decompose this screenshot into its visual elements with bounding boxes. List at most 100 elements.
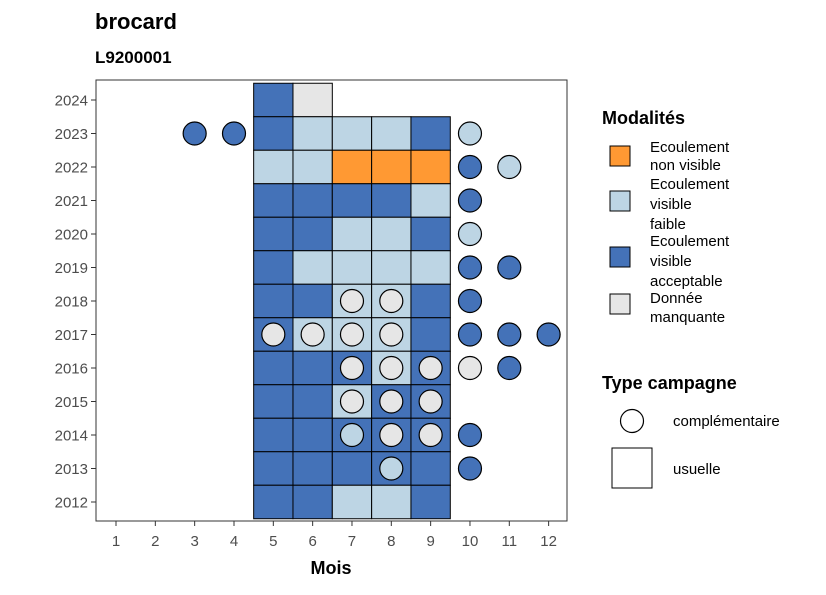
cell-2016-5: [253, 350, 294, 386]
cell-2012-9: [410, 484, 451, 520]
legend-label-complementaire: complémentaire: [673, 413, 780, 430]
cell-2021-7: [331, 183, 373, 218]
cell-2021-8: [371, 183, 412, 218]
cell-2020-8: [371, 216, 412, 252]
cell-2022-9: [410, 149, 451, 185]
legend-key-vf: [609, 190, 631, 212]
point-2017-11: [497, 322, 522, 347]
cell-2012-8: [371, 484, 412, 520]
legend-label-nv: non visible: [650, 157, 721, 174]
point-2022-10: [457, 154, 483, 180]
point-2013-10: [457, 456, 483, 481]
cell-2020-6: [292, 216, 333, 252]
complementaire-points: [182, 121, 561, 481]
y-tick-label: 2024: [55, 93, 88, 110]
legend-key-complementaire: [619, 408, 645, 434]
point-2023-10: [457, 121, 483, 146]
cell-2014-5: [253, 417, 294, 453]
point-2021-10: [457, 188, 483, 213]
cell-2013-6: [292, 451, 333, 486]
cell-2019-8: [371, 250, 412, 285]
point-2022-11: [497, 154, 522, 180]
cell-2017-9: [410, 317, 451, 352]
point-2014-9: [418, 422, 443, 448]
point-2014-7: [339, 422, 365, 448]
y-tick-label: 2017: [55, 327, 88, 344]
point-2013-8: [379, 456, 404, 481]
legend-label-vf: visible: [650, 196, 692, 213]
cell-2013-5: [253, 451, 294, 486]
point-2017-6: [300, 322, 325, 347]
y-tick-label: 2022: [55, 160, 88, 177]
point-2023-4: [221, 121, 247, 146]
cell-2023-5: [253, 116, 294, 151]
point-2020-10: [457, 221, 483, 247]
cell-2021-6: [292, 183, 333, 218]
legend-key-usuelle: [611, 447, 653, 489]
legend-type-campagne: complémentaire usuelle: [611, 408, 780, 489]
chart-subtitle: L9200001: [95, 48, 172, 67]
cell-2019-6: [292, 250, 333, 285]
point-2017-10: [457, 322, 483, 347]
x-tick-label: 3: [190, 533, 198, 550]
legend-label-va: Ecoulement: [650, 233, 730, 250]
legend-modalites-title: Modalités: [602, 108, 685, 128]
point-2016-9: [418, 355, 443, 381]
point-2023-3: [182, 121, 207, 146]
cell-2021-9: [410, 183, 451, 218]
legend-label-va: visible: [650, 253, 692, 270]
y-tick-label: 2013: [55, 461, 88, 478]
cell-2012-6: [292, 484, 333, 520]
cell-2015-6: [292, 384, 333, 419]
x-tick-label: 9: [426, 533, 434, 550]
point-2015-8: [379, 389, 404, 414]
x-tick-label: 4: [230, 533, 238, 550]
y-tick-label: 2012: [55, 495, 88, 512]
legend-label-dm: manquante: [650, 309, 725, 326]
cell-2014-6: [292, 417, 333, 453]
x-tick-label: 2: [151, 533, 159, 550]
legend-key-va: [609, 246, 631, 268]
cell-2023-8: [371, 116, 412, 151]
cell-2022-5: [253, 149, 294, 185]
cell-2013-7: [331, 451, 373, 486]
legend-label-vf: Ecoulement: [650, 176, 730, 193]
y-tick-label: 2018: [55, 294, 88, 311]
point-2018-10: [457, 288, 483, 314]
legend-label-va: acceptable: [650, 273, 723, 290]
point-2019-10: [457, 255, 483, 280]
x-tick-label: 11: [502, 533, 518, 550]
y-tick-label: 2020: [55, 227, 88, 244]
point-2018-8: [379, 288, 404, 314]
point-2018-7: [339, 288, 365, 314]
cell-2021-5: [253, 183, 294, 218]
y-tick-label: 2016: [55, 361, 88, 378]
legend-label-vf: faible: [650, 216, 686, 233]
x-tick-label: 7: [348, 533, 356, 550]
x-tick-label: 12: [540, 533, 557, 550]
cell-2013-9: [410, 451, 451, 486]
legend-label-nv: Ecoulement: [650, 139, 730, 156]
point-2017-8: [379, 322, 404, 347]
legend-key-nv: [609, 145, 631, 167]
cell-2019-5: [253, 250, 294, 285]
cell-2016-6: [292, 350, 333, 386]
y-tick-label: 2021: [55, 193, 88, 210]
cell-2024-6: [292, 82, 333, 118]
cell-2023-7: [331, 116, 373, 151]
cell-2019-9: [410, 250, 451, 285]
cell-2023-6: [292, 116, 333, 151]
point-2015-7: [339, 389, 365, 414]
point-2016-10: [457, 355, 483, 381]
point-2017-7: [339, 322, 365, 347]
legend-type-campagne-title: Type campagne: [602, 373, 737, 393]
x-tick-label: 8: [387, 533, 395, 550]
cell-2020-7: [331, 216, 373, 252]
point-2016-11: [497, 355, 522, 381]
legend-label-dm: Donnée: [650, 290, 703, 307]
y-tick-label: 2023: [55, 126, 88, 143]
y-axis: 2012 2013 2014 2015 2016 2017 2018 2019 2020 2021…: [55, 93, 96, 512]
x-axis: 1 2 3 4 5 6 7 8 9 10 11 12: [112, 521, 557, 550]
